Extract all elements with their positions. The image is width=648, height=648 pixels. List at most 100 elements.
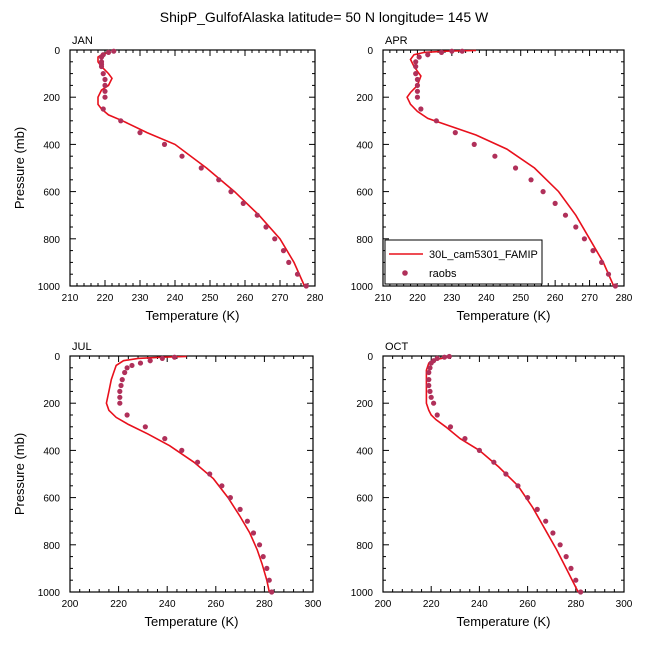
obs-point xyxy=(446,353,452,360)
obs-point xyxy=(512,165,519,171)
obs-point xyxy=(137,130,143,136)
obs-point xyxy=(434,412,440,418)
obs-point xyxy=(119,377,125,383)
obs-point xyxy=(492,153,498,159)
x-tick-label: 260 xyxy=(237,293,254,304)
obs-point xyxy=(98,63,105,70)
obs-point xyxy=(102,88,108,94)
x-tick-label: 300 xyxy=(305,599,322,610)
x-tick-label: 240 xyxy=(159,599,176,610)
obs-point xyxy=(264,565,270,572)
x-tick-label: 280 xyxy=(616,293,633,304)
obs-point xyxy=(124,365,130,371)
obs-point xyxy=(102,76,108,83)
y-tick-label: 800 xyxy=(356,235,373,246)
panel-apr: 210 220 230 240 250 260 270 280 0 200 400 600 800 100… xyxy=(351,35,633,323)
y-tick-label: 400 xyxy=(356,140,373,151)
obs-point xyxy=(425,52,431,58)
obs-point xyxy=(171,354,178,360)
obs-point xyxy=(525,495,531,501)
y-tick-label: 0 xyxy=(367,352,373,363)
panel-jan: 210 220 230 240 250 260 270 280 0 200 400 600 800 100… xyxy=(12,35,324,323)
y-tick-label: 200 xyxy=(356,93,373,104)
obs-point xyxy=(433,118,439,124)
model-series-line xyxy=(406,49,615,287)
obs-point xyxy=(573,224,579,230)
obs-point xyxy=(102,82,108,88)
x-tick-label: 240 xyxy=(167,293,184,304)
plot-frame xyxy=(69,355,314,593)
x-tick-label: 280 xyxy=(307,293,324,304)
obs-point xyxy=(431,400,437,406)
obs-point xyxy=(228,189,234,195)
obs-point xyxy=(244,518,250,524)
obs-point xyxy=(414,76,421,83)
x-tick-label: 260 xyxy=(519,599,536,610)
obs-point xyxy=(260,554,266,560)
y-tick-label: 600 xyxy=(43,188,60,199)
panel-oct: 200 220 240 260 280 300 0 200 400 600 800 1000 Tempe… xyxy=(351,341,633,629)
obs-point xyxy=(427,388,433,394)
y-tick-label: 400 xyxy=(43,446,60,457)
obs-point xyxy=(578,589,584,595)
obs-point xyxy=(534,506,540,512)
obs-point xyxy=(100,106,106,112)
x-tick-label: 280 xyxy=(256,599,273,610)
obs-point xyxy=(418,106,424,112)
obs-point xyxy=(237,506,243,512)
obs-point xyxy=(303,283,309,289)
obs-point xyxy=(471,141,477,147)
obs-point xyxy=(207,471,213,477)
obs-point xyxy=(590,248,596,254)
obs-point xyxy=(612,283,618,289)
obs-point xyxy=(216,177,222,183)
obs-point xyxy=(428,360,434,366)
y-tick-label: 200 xyxy=(356,399,373,410)
obs-point xyxy=(552,200,558,206)
x-tick-label: 220 xyxy=(423,599,440,610)
y-tick-label: 800 xyxy=(43,541,60,552)
x-tick-label: 270 xyxy=(272,293,289,304)
obs-point xyxy=(198,165,204,171)
x-tick-label: 250 xyxy=(202,293,219,304)
obs-point xyxy=(162,436,168,442)
y-tick-label: 600 xyxy=(356,494,373,505)
y-tick-label: 600 xyxy=(356,188,373,199)
x-tick-label: 210 xyxy=(375,293,392,304)
x-tick-label: 200 xyxy=(62,599,79,610)
obs-point xyxy=(414,82,421,88)
obs-point xyxy=(118,118,124,124)
obs-point xyxy=(413,71,419,77)
x-tick-label: 210 xyxy=(62,293,79,304)
y-tick-label: 1000 xyxy=(351,282,374,293)
obs-point xyxy=(452,130,458,136)
y-tick-label: 800 xyxy=(356,541,373,552)
obs-point xyxy=(219,483,225,489)
x-axis-label: Temperature (K) xyxy=(457,614,551,629)
obs-point xyxy=(294,271,301,277)
obs-point xyxy=(491,459,497,465)
obs-point xyxy=(147,358,153,364)
obs-point xyxy=(194,459,201,465)
obs-point xyxy=(122,369,128,376)
obs-point xyxy=(286,259,292,265)
y-tick-label: 1000 xyxy=(351,588,374,599)
obs-point xyxy=(426,377,432,383)
y-axis-label: Pressure (mb) xyxy=(12,433,27,515)
legend-box xyxy=(384,239,543,285)
obs-point xyxy=(543,518,549,524)
y-tick-label: 200 xyxy=(43,93,60,104)
obs-point xyxy=(557,542,563,548)
obs-point xyxy=(428,394,434,400)
obs-point xyxy=(562,212,569,218)
obs-point xyxy=(581,236,588,242)
obs-point xyxy=(414,88,421,94)
obs-point xyxy=(240,200,246,206)
obs-point xyxy=(266,577,272,583)
obs-point xyxy=(441,354,448,360)
y-tick-label: 600 xyxy=(43,494,60,505)
panel-jul: 200 220 240 260 280 300 0 200 400 600 800 1000 Tempe… xyxy=(12,341,322,629)
x-tick-label: 220 xyxy=(409,293,426,304)
figure-title: ShipP_GulfofAlaska latitude= 50 N longit… xyxy=(160,9,489,25)
obs-point xyxy=(462,436,468,442)
